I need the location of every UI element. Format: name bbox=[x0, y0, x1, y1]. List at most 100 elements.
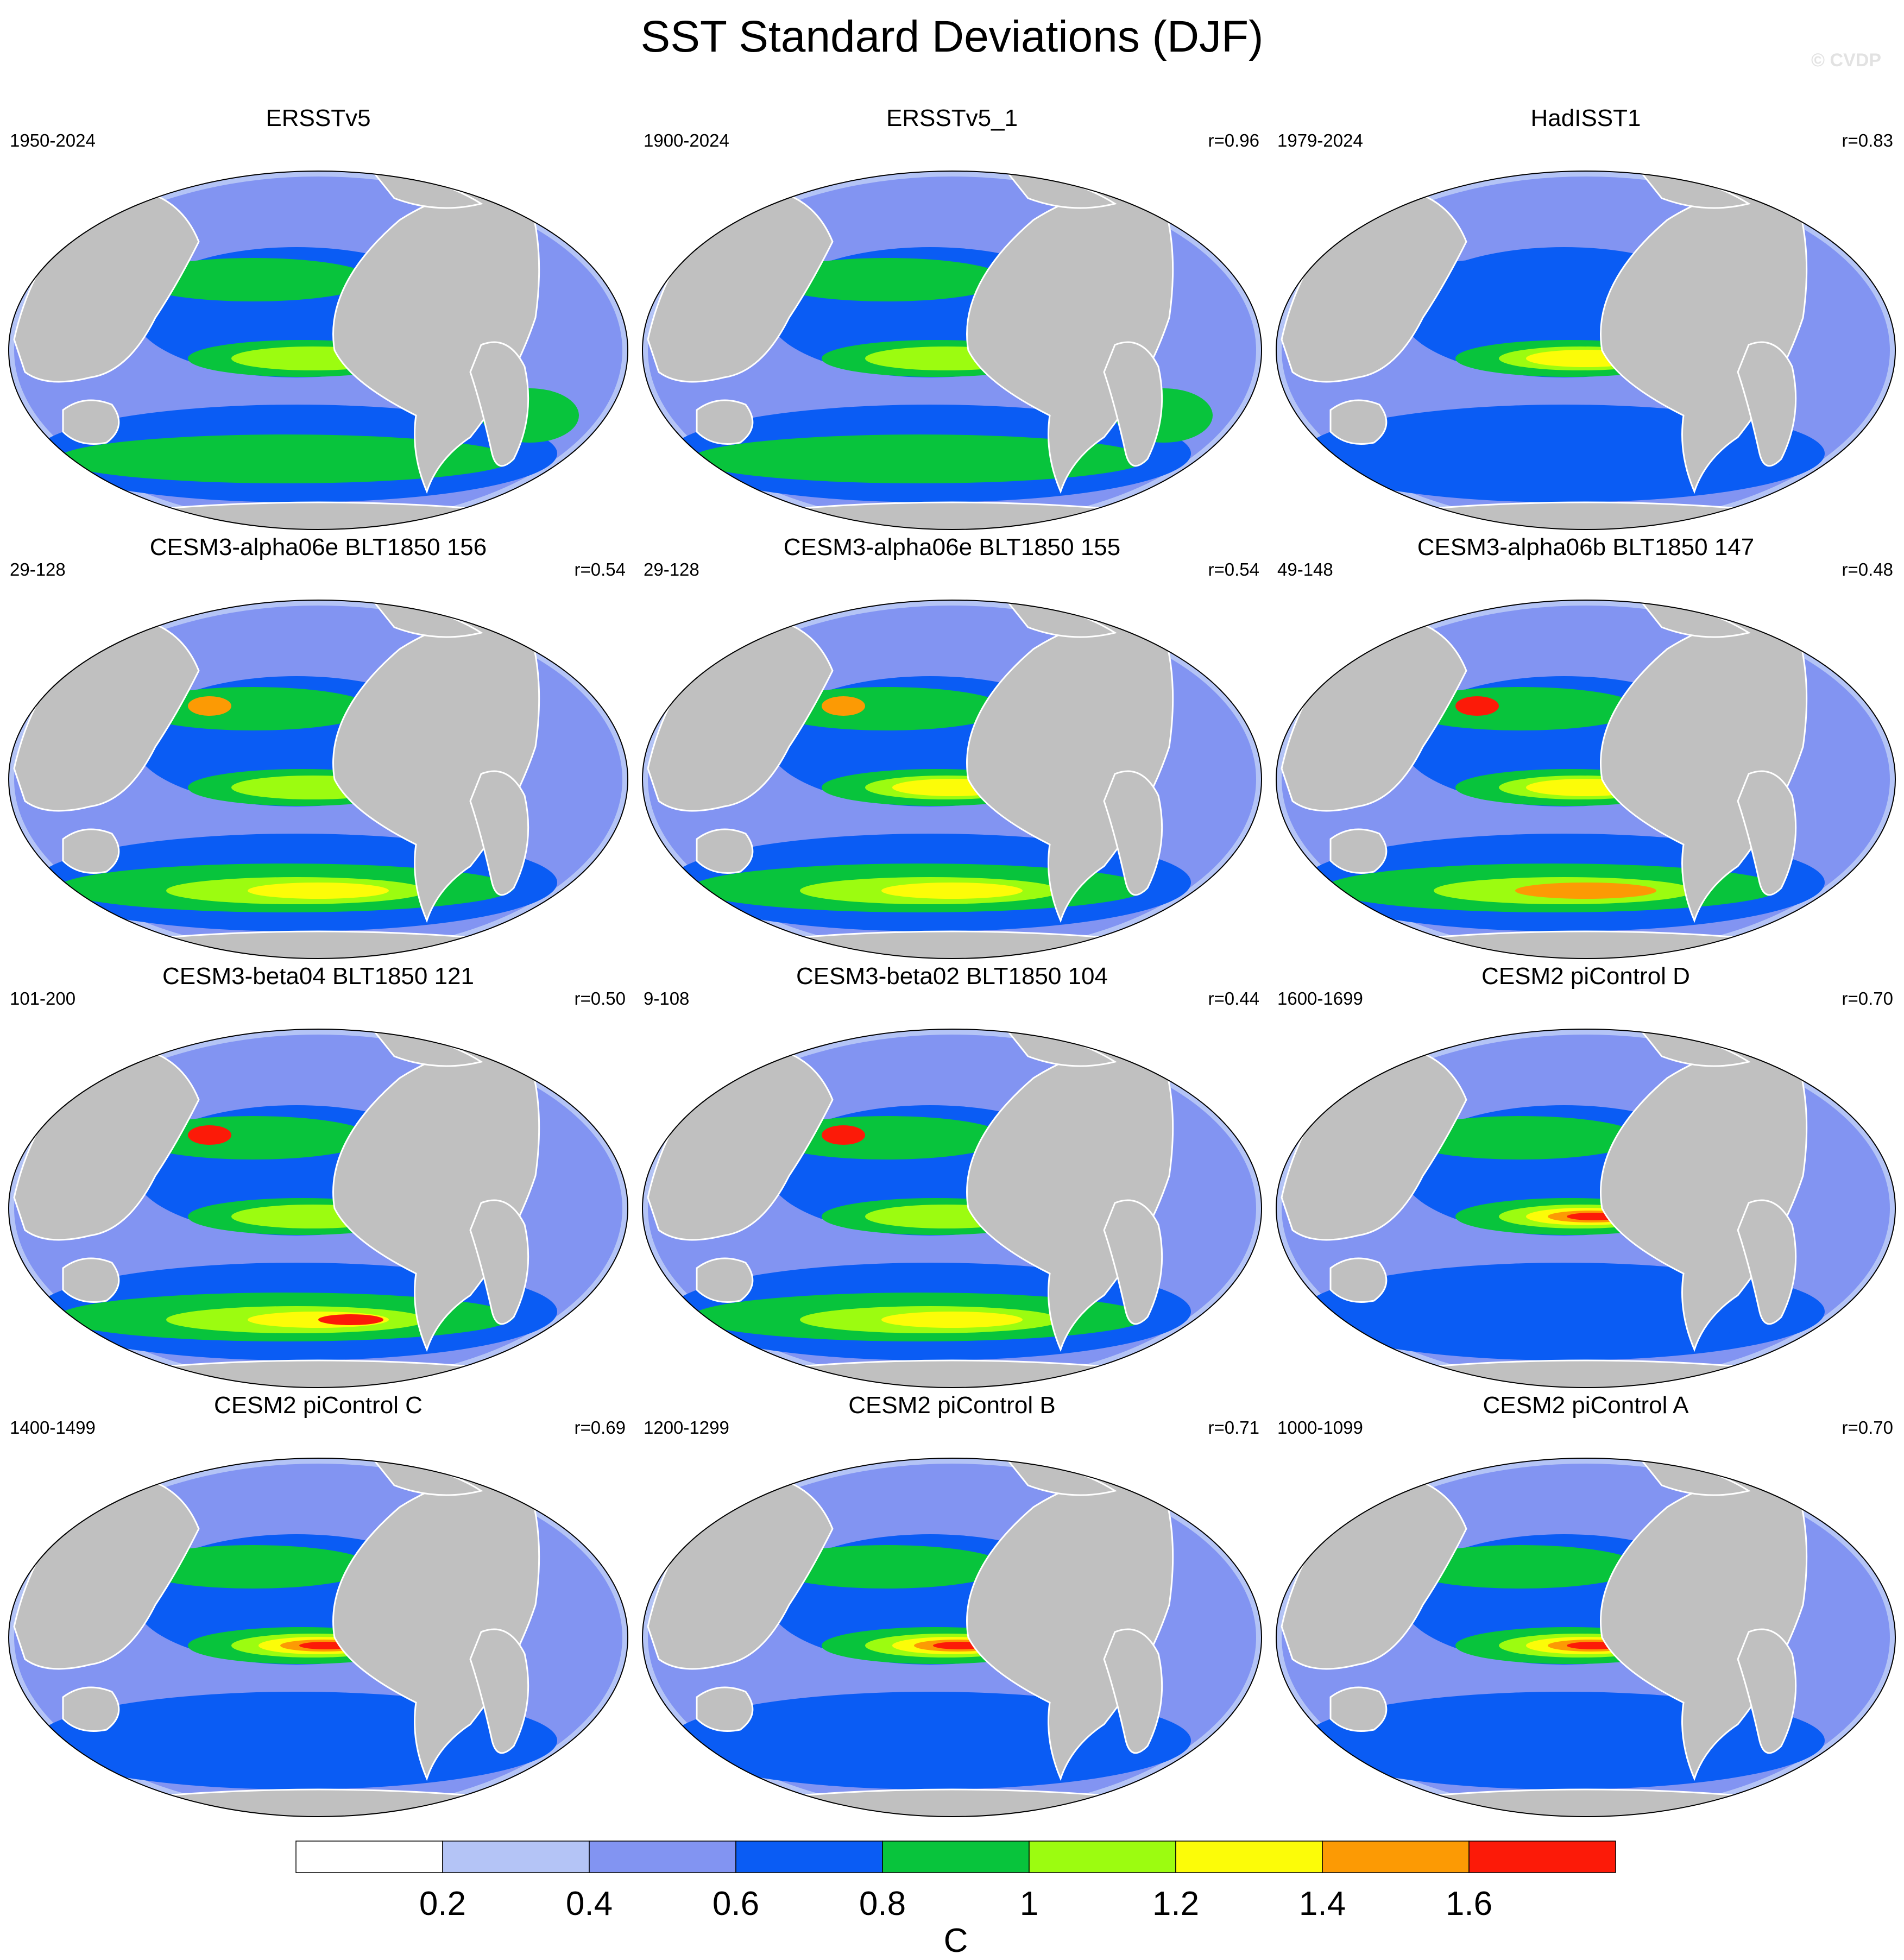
sst-contour bbox=[1401, 1116, 1640, 1159]
sst-contour bbox=[1401, 1545, 1640, 1589]
land-mass bbox=[1737, 1628, 1797, 1754]
land-mass bbox=[966, 1044, 1174, 1352]
panel-title: ERSSTv5 bbox=[266, 105, 370, 131]
land-mass bbox=[1737, 770, 1797, 896]
colorbar-tick-label: 0.2 bbox=[419, 1885, 466, 1923]
sst-contour bbox=[134, 687, 373, 730]
land-mass bbox=[696, 1257, 754, 1303]
land-mass bbox=[469, 1199, 529, 1325]
colorbar-swatch bbox=[1468, 1841, 1616, 1873]
figure-title: SST Standard Deviations (DJF) bbox=[640, 12, 1264, 61]
panel-correlation: r=0.96 bbox=[1208, 130, 1260, 150]
panel-correlation: r=0.70 bbox=[1842, 988, 1894, 1009]
map-field bbox=[642, 600, 1262, 959]
map-border bbox=[1276, 1458, 1896, 1817]
map-field bbox=[1276, 171, 1895, 530]
sst-contour bbox=[134, 1545, 373, 1589]
colorbar-swatch bbox=[589, 1841, 736, 1873]
colorbar-tick-label: 0.8 bbox=[859, 1885, 906, 1923]
sst-contour bbox=[881, 883, 1023, 899]
map-panel: CESM3-beta04 BLT1850 121 101-200 r=0.50 bbox=[8, 963, 628, 1388]
land-mass bbox=[1103, 341, 1163, 467]
map-panel: ERSSTv5 1950-2024 bbox=[8, 105, 628, 530]
land-mass bbox=[966, 615, 1174, 923]
land-mass bbox=[62, 1257, 120, 1303]
panel-years: 9-108 bbox=[644, 988, 689, 1009]
land-mass bbox=[696, 399, 754, 445]
map-panel: CESM2 piControl A 1000-1099 r=0.70 bbox=[1276, 1392, 1896, 1817]
land-mass bbox=[332, 1044, 540, 1352]
land-mass bbox=[1103, 1628, 1163, 1754]
land-mass bbox=[1600, 615, 1808, 923]
panel-title: CESM3-beta04 BLT1850 121 bbox=[162, 963, 474, 990]
panel-years: 49-148 bbox=[1277, 559, 1333, 579]
panel-years: 29-128 bbox=[644, 559, 699, 579]
sst-contour bbox=[691, 1722, 1148, 1770]
panel-correlation: r=0.44 bbox=[1208, 988, 1260, 1009]
map-field bbox=[9, 1458, 628, 1817]
land-mass bbox=[469, 1628, 529, 1754]
map-panel: CESM2 piControl D 1600-1699 r=0.70 bbox=[1276, 963, 1896, 1388]
land-mass bbox=[1600, 186, 1808, 494]
map-panel: CESM3-alpha06e BLT1850 155 29-128 r=0.54 bbox=[642, 534, 1262, 959]
panel-title: CESM3-alpha06b BLT1850 147 bbox=[1417, 534, 1755, 560]
map-field bbox=[1276, 1029, 1895, 1388]
land-mass bbox=[1329, 399, 1388, 445]
map-field bbox=[642, 171, 1262, 530]
land-mass bbox=[62, 1686, 120, 1732]
sst-contour bbox=[1401, 258, 1640, 301]
panel-correlation: r=0.50 bbox=[575, 988, 626, 1009]
land-mass bbox=[966, 186, 1174, 494]
panel-title: ERSSTv5_1 bbox=[886, 105, 1018, 131]
panel-title: CESM2 piControl A bbox=[1483, 1392, 1689, 1419]
colorbar-swatch bbox=[1029, 1841, 1176, 1873]
colorbar-tick-label: 1 bbox=[1020, 1885, 1038, 1923]
colorbar-tick-label: 0.6 bbox=[713, 1885, 759, 1923]
land-mass bbox=[1103, 770, 1163, 896]
colorbar-swatch bbox=[1322, 1841, 1470, 1873]
map-panel: HadISST1 1979-2024 r=0.83 bbox=[1276, 105, 1896, 530]
sst-contour bbox=[1455, 696, 1499, 716]
map-border bbox=[8, 600, 628, 959]
panel-title: HadISST1 bbox=[1531, 105, 1641, 131]
sst-contour bbox=[767, 258, 1006, 301]
map-border bbox=[642, 171, 1262, 530]
sst-contour bbox=[134, 1116, 373, 1159]
colorbar: 0.2 0.4 0.6 0.8 1 1.2 1.4 1.6 C bbox=[295, 1841, 1616, 1959]
map-border bbox=[8, 1029, 628, 1388]
land-mass bbox=[1329, 1686, 1388, 1732]
land-mass bbox=[1737, 341, 1797, 467]
sst-contour bbox=[881, 1312, 1023, 1328]
sst-contour bbox=[822, 1125, 865, 1145]
map-field bbox=[642, 1458, 1262, 1817]
map-panel: CESM3-alpha06b BLT1850 147 49-148 r=0.48 bbox=[1276, 534, 1896, 959]
land-mass bbox=[332, 1473, 540, 1781]
sst-contour bbox=[58, 1722, 514, 1770]
panel-title: CESM2 piControl D bbox=[1481, 963, 1690, 990]
land-mass bbox=[1103, 1199, 1163, 1325]
colorbar-tick-label: 1.6 bbox=[1446, 1885, 1492, 1923]
sst-contour bbox=[1515, 883, 1656, 899]
land-mass bbox=[469, 341, 529, 467]
sst-contour bbox=[134, 258, 373, 301]
sst-contour bbox=[1325, 434, 1781, 483]
land-mass bbox=[332, 186, 540, 494]
land-mass bbox=[469, 770, 529, 896]
sst-contour bbox=[248, 883, 389, 899]
colorbar-tick-label: 0.4 bbox=[566, 1885, 613, 1923]
sst-contour bbox=[1325, 1722, 1781, 1770]
land-mass bbox=[1737, 1199, 1797, 1325]
colorbar-swatch bbox=[882, 1841, 1030, 1873]
panel-years: 1979-2024 bbox=[1277, 130, 1363, 150]
panel-years: 1000-1099 bbox=[1277, 1417, 1363, 1438]
land-mass bbox=[62, 828, 120, 874]
map-field bbox=[9, 171, 628, 530]
land-mass bbox=[966, 1473, 1174, 1781]
map-border bbox=[8, 1458, 628, 1817]
map-border bbox=[642, 600, 1262, 959]
sst-contour bbox=[1401, 687, 1640, 730]
map-panel: CESM3-alpha06e BLT1850 156 29-128 r=0.54 bbox=[8, 534, 628, 959]
panel-correlation: r=0.83 bbox=[1842, 130, 1894, 150]
sst-contour bbox=[58, 434, 514, 483]
panel-correlation: r=0.69 bbox=[575, 1417, 626, 1438]
